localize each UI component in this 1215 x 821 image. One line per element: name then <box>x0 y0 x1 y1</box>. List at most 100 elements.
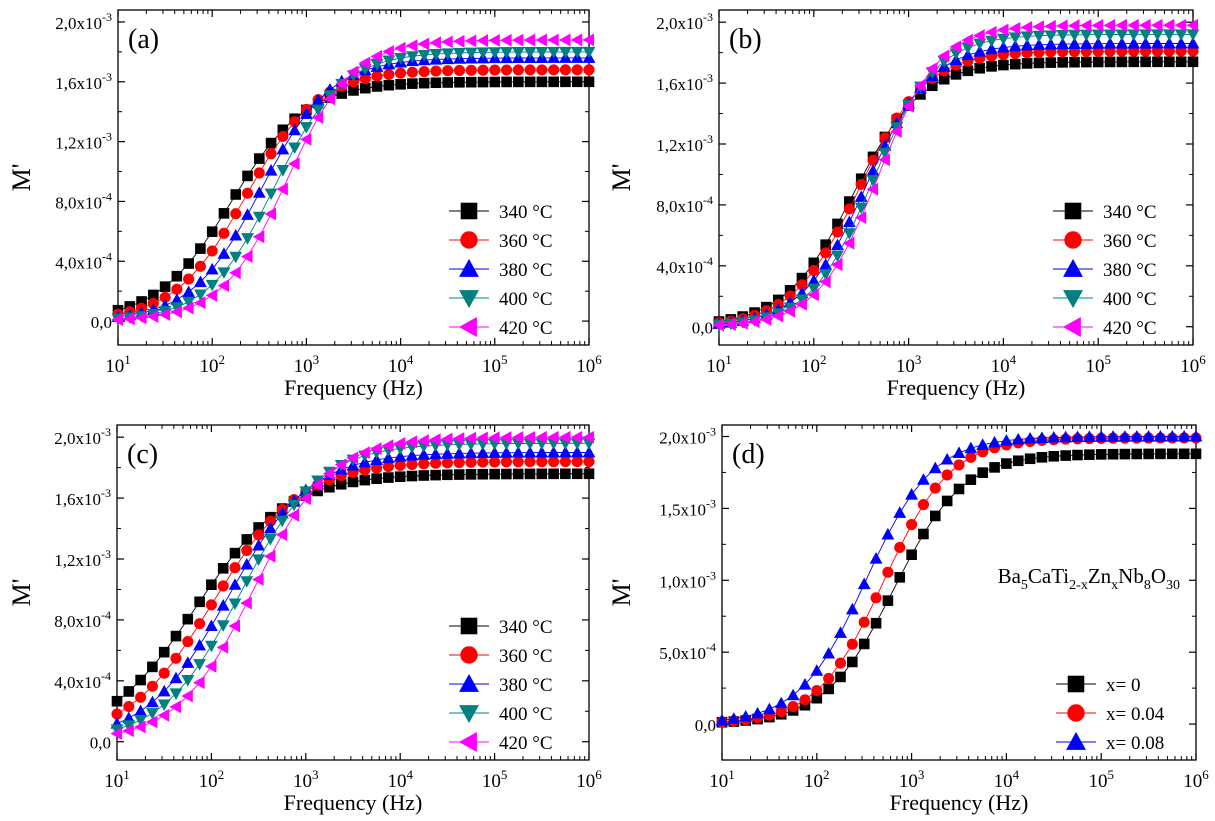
data-point <box>442 77 454 88</box>
data-point <box>1142 430 1156 442</box>
x-tick-label: 101 <box>104 767 130 792</box>
data-point <box>241 233 254 245</box>
data-point <box>218 208 230 219</box>
data-point <box>217 580 229 592</box>
data-point <box>1008 32 1022 44</box>
data-point <box>570 33 583 47</box>
legend-label: x= 0.04 <box>1106 704 1165 725</box>
legend: 340 °C 360 °C 380 °C 400 °C 420 °C <box>449 617 553 754</box>
legend-label: 380 °C <box>499 260 553 281</box>
data-point <box>489 76 501 88</box>
data-point <box>170 652 182 664</box>
data-point <box>842 215 856 228</box>
data-point <box>370 442 382 456</box>
data-point <box>1035 431 1049 443</box>
y-tick-label: 1,2x10-3 <box>54 547 111 570</box>
data-point <box>228 598 242 611</box>
data-point <box>499 431 512 444</box>
data-point <box>299 486 313 498</box>
data-point <box>501 468 512 480</box>
data-point <box>287 508 300 522</box>
data-point <box>913 78 926 92</box>
data-point <box>1103 37 1117 49</box>
data-point <box>547 445 561 458</box>
data-point <box>582 46 596 59</box>
data-point <box>370 49 383 63</box>
data-point <box>241 187 254 199</box>
y-tick-label: 0,0 <box>695 716 716 735</box>
data-point <box>952 446 966 458</box>
data-point <box>524 64 536 76</box>
data-point <box>548 64 560 76</box>
data-point <box>1067 19 1080 33</box>
data-point <box>1155 448 1166 460</box>
data-point <box>1072 449 1083 461</box>
data-point <box>264 164 278 176</box>
data-point <box>807 283 821 296</box>
data-point <box>558 33 571 47</box>
data-point <box>393 437 406 450</box>
data-point <box>1131 448 1143 460</box>
data-point <box>961 33 973 47</box>
data-point <box>570 445 584 458</box>
data-point <box>358 56 371 70</box>
data-point <box>323 92 335 106</box>
data-point <box>311 478 323 492</box>
data-point <box>846 638 858 650</box>
data-point <box>715 713 729 726</box>
data-point <box>985 35 998 48</box>
data-point <box>511 431 524 444</box>
data-point <box>985 42 998 55</box>
data-point <box>973 45 987 57</box>
data-point <box>193 638 207 651</box>
data-point <box>1008 22 1021 35</box>
data-point <box>1127 37 1141 49</box>
legend-marker <box>1062 317 1081 337</box>
data-point <box>1020 38 1034 51</box>
data-point <box>820 247 832 259</box>
data-point <box>252 186 266 198</box>
data-point <box>383 472 394 483</box>
data-point <box>845 602 859 615</box>
data-point <box>193 659 207 671</box>
data-point <box>882 566 894 578</box>
data-point <box>429 36 441 50</box>
data-point <box>371 81 383 92</box>
data-point <box>454 77 465 88</box>
legend: x= 0 x= 0.04 x= 0.08 <box>1056 675 1165 754</box>
data-point <box>263 521 277 534</box>
legend-marker <box>459 705 479 724</box>
data-point <box>905 488 919 500</box>
data-point <box>1057 57 1068 68</box>
data-point <box>383 79 395 91</box>
chart-panel-0: 101 102 103 104 105 106 0,0 4,0x10-4 8,0x10-4 1,2… <box>7 9 602 400</box>
data-point <box>524 468 536 480</box>
y-tick-label: 2,0x10-3 <box>659 425 716 448</box>
y-tick-label: 4,0x10-4 <box>656 254 713 277</box>
data-point <box>1044 30 1058 42</box>
data-point <box>866 182 879 196</box>
legend-marker <box>1064 202 1082 220</box>
data-point <box>1143 448 1154 460</box>
data-point <box>429 447 443 460</box>
data-point <box>570 46 584 59</box>
legend-label: 380 °C <box>499 675 553 696</box>
data-point <box>1139 29 1153 41</box>
data-point <box>1009 58 1021 70</box>
series-4 <box>111 33 595 326</box>
x-tick-label: 103 <box>293 767 319 792</box>
data-point <box>570 430 583 444</box>
data-point <box>547 46 561 59</box>
data-point <box>1116 56 1128 68</box>
data-point <box>1175 56 1187 68</box>
data-point <box>453 469 465 480</box>
data-point <box>941 469 953 481</box>
data-point <box>158 308 171 322</box>
data-point <box>476 446 490 459</box>
data-point <box>254 153 265 164</box>
data-point <box>288 157 300 171</box>
data-point <box>834 657 847 669</box>
data-point <box>1095 449 1107 460</box>
data-point <box>751 706 764 719</box>
data-point <box>1044 19 1056 33</box>
